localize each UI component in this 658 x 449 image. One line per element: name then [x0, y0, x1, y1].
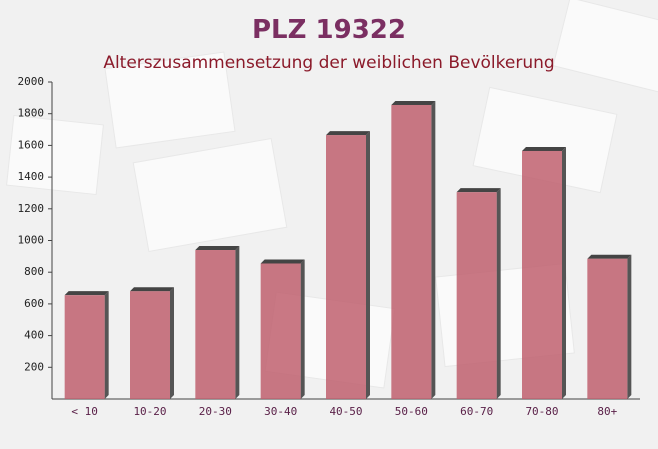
y-tick-label: 1800: [18, 107, 45, 120]
y-tick-label: 1200: [18, 202, 45, 215]
y-tick-label: 1600: [18, 138, 45, 151]
bar: [326, 135, 366, 399]
x-tick-label: < 10: [71, 405, 98, 418]
chart-subtitle: Alterszusammensetzung der weiblichen Bev…: [103, 53, 554, 73]
y-tick-label: 2000: [18, 75, 45, 88]
x-tick-label: 10-20: [133, 405, 166, 418]
bar-top: [195, 246, 240, 251]
bar-top: [391, 100, 436, 105]
chart-title: PLZ 19322: [252, 15, 406, 45]
y-tick-label: 1400: [18, 170, 45, 183]
bar-top: [326, 131, 370, 136]
x-tick-label: 40-50: [329, 405, 362, 418]
bar: [130, 291, 170, 399]
bar: [64, 295, 105, 399]
bar-side: [496, 188, 501, 399]
bar-side: [170, 287, 174, 399]
bar-top: [130, 287, 174, 292]
bar: [587, 258, 628, 399]
bar: [195, 250, 236, 399]
x-tick-label: 30-40: [264, 405, 297, 418]
bar: [391, 104, 432, 400]
x-tick-label: 50-60: [395, 405, 428, 418]
bar-top: [587, 254, 632, 259]
bar-top: [64, 291, 109, 296]
bar-side: [235, 246, 240, 399]
bar-side: [562, 146, 566, 399]
bar-side: [300, 259, 305, 399]
y-tick-label: 1000: [18, 234, 45, 247]
bar-side: [366, 131, 370, 399]
x-tick-label: 80+: [597, 405, 617, 418]
y-tick-label: 800: [24, 265, 44, 278]
bar-top: [456, 188, 501, 193]
bar: [456, 192, 497, 399]
bar: [260, 263, 301, 399]
bar: [522, 150, 562, 399]
y-tick-label: 200: [24, 360, 44, 373]
bar-side: [431, 100, 436, 400]
y-tick-label: 400: [24, 329, 44, 342]
x-tick-label: 70-80: [525, 405, 558, 418]
bar-top: [260, 259, 305, 264]
bar-top: [522, 146, 566, 151]
x-tick-label: 60-70: [460, 405, 493, 418]
y-tick-label: 600: [24, 297, 44, 310]
bar-side: [104, 291, 109, 399]
bar-side: [627, 254, 632, 399]
x-tick-label: 20-30: [199, 405, 232, 418]
